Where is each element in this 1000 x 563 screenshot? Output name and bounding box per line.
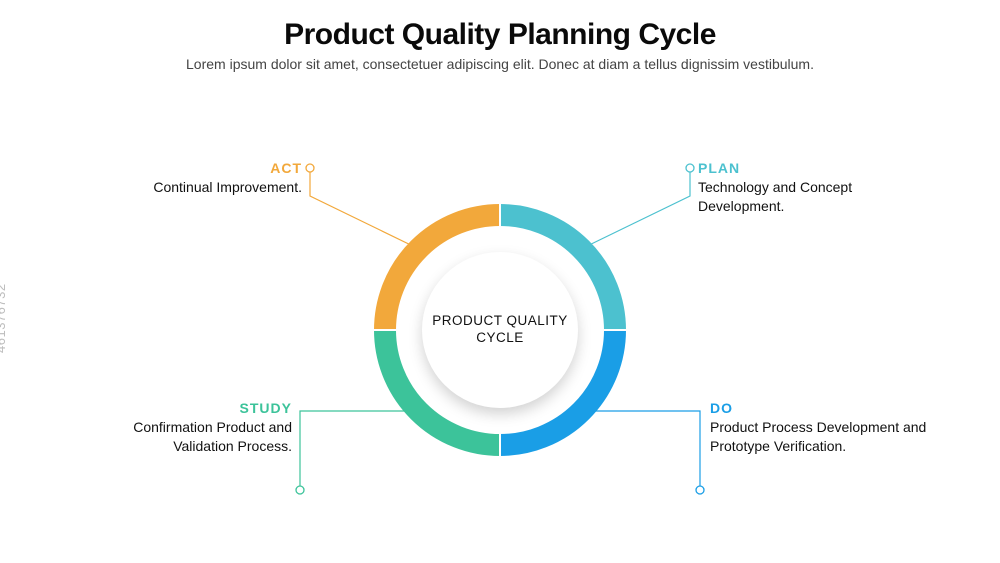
callout-do-desc: Product Process Development and Prototyp…	[710, 418, 945, 456]
callout-act-desc: Continual Improvement.	[80, 178, 302, 197]
page-root: Product Quality Planning Cycle Lorem ips…	[0, 0, 1000, 563]
callout-plan: PLAN Technology and Concept Development.	[698, 160, 918, 216]
callout-act-step: ACT	[80, 160, 302, 176]
page-title: Product Quality Planning Cycle	[0, 18, 1000, 52]
callout-do-step: DO	[710, 400, 945, 416]
callout-study-step: STUDY	[70, 400, 292, 416]
header-block: Product Quality Planning Cycle Lorem ips…	[0, 18, 1000, 72]
callout-plan-desc: Technology and Concept Development.	[698, 178, 918, 216]
page-subtitle: Lorem ipsum dolor sit amet, consectetuer…	[90, 56, 910, 72]
callout-study-desc: Confirmation Product and Validation Proc…	[70, 418, 292, 456]
cycle-center-label: PRODUCT QUALITY CYCLE	[422, 252, 578, 408]
cycle-ring: PRODUCT QUALITY CYCLE	[370, 200, 630, 460]
callout-do: DO Product Process Development and Proto…	[710, 400, 945, 456]
callout-study: STUDY Confirmation Product and Validatio…	[70, 400, 292, 456]
callout-plan-step: PLAN	[698, 160, 918, 176]
watermark-text: 461376732	[0, 283, 8, 353]
callout-act: ACT Continual Improvement.	[80, 160, 302, 197]
